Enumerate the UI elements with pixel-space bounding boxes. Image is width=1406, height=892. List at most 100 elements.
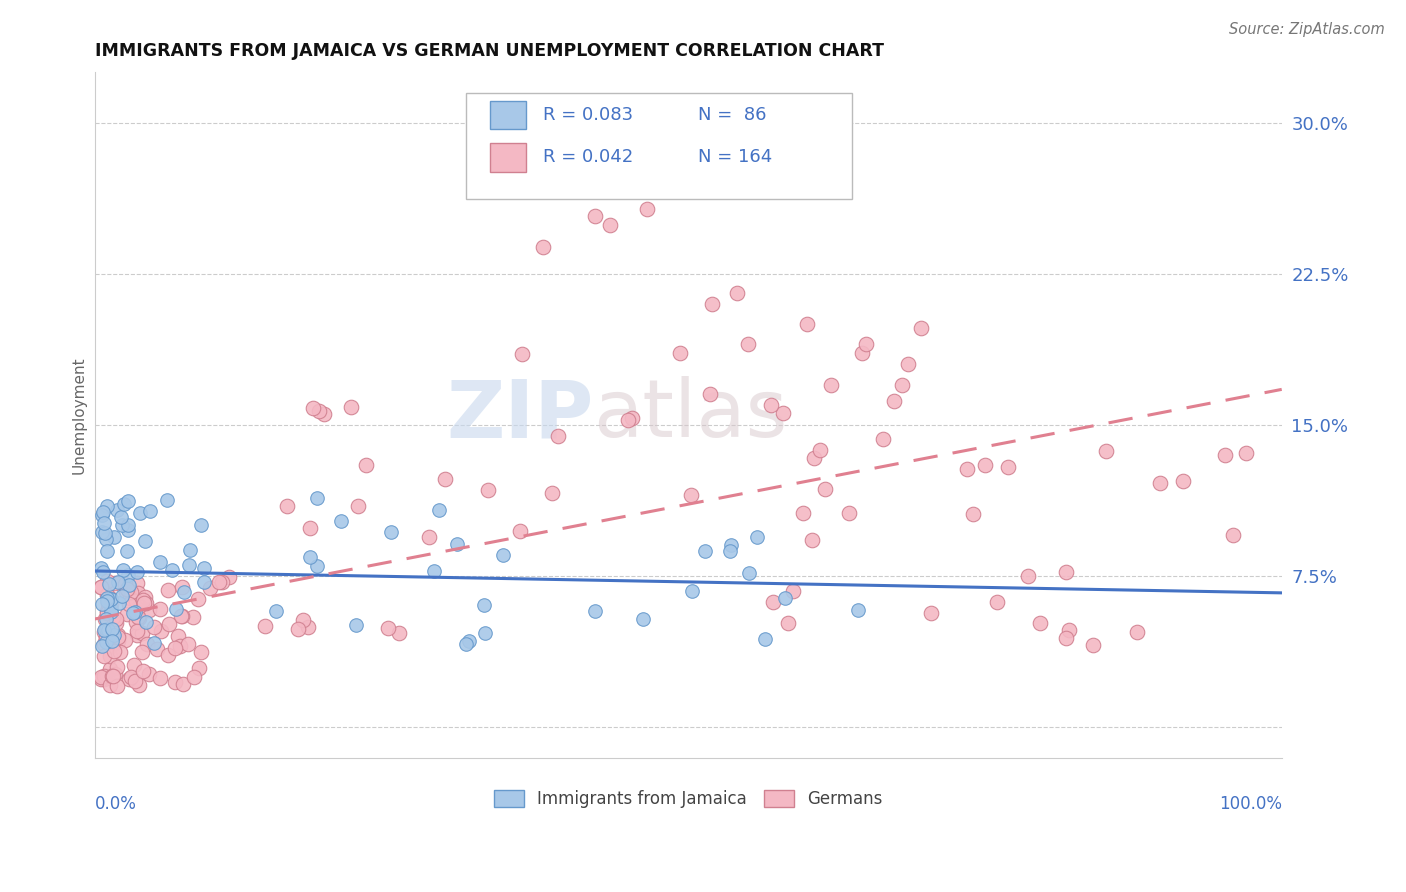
Point [128, 506, 150, 520]
Point [454, 637, 477, 651]
Point [377, 621, 399, 635]
Point [103, 628, 125, 642]
Point [107, 575, 129, 590]
Point [150, 624, 173, 639]
Point [547, 428, 569, 442]
Point [855, 337, 877, 351]
Point [890, 377, 912, 392]
Point [474, 598, 496, 612]
Point [699, 386, 721, 401]
Point [620, 410, 643, 425]
Point [135, 637, 157, 651]
Point [90, 597, 112, 611]
Point [98, 662, 121, 676]
Point [120, 670, 142, 684]
Text: R = 0.042: R = 0.042 [543, 148, 634, 167]
Point [121, 606, 143, 620]
Point [1234, 445, 1257, 459]
Point [974, 458, 997, 473]
Point [93, 516, 115, 530]
Point [434, 471, 457, 485]
Point [97, 597, 120, 611]
Point [124, 673, 146, 688]
Bar [489, 101, 526, 129]
Point [94, 622, 117, 636]
Point [118, 672, 141, 686]
Point [418, 530, 440, 544]
Point [93, 625, 115, 640]
Point [103, 529, 125, 543]
Point [1017, 568, 1039, 582]
Point [169, 639, 191, 653]
Point [165, 675, 187, 690]
Point [96, 635, 118, 649]
Point [94, 532, 117, 546]
Point [636, 202, 658, 216]
Point [125, 565, 148, 579]
Point [117, 607, 139, 621]
Point [962, 507, 984, 521]
Point [94, 611, 117, 625]
Point [93, 673, 115, 687]
Point [170, 580, 193, 594]
Point [737, 337, 759, 351]
Point [96, 606, 118, 620]
Point [305, 558, 328, 573]
Point [91, 505, 114, 519]
Point [98, 648, 121, 663]
Point [181, 609, 204, 624]
Point [156, 582, 179, 597]
Point [117, 494, 139, 508]
Point [96, 604, 118, 618]
Point [104, 575, 127, 590]
Point [142, 636, 165, 650]
Point [107, 596, 129, 610]
Text: N =  86: N = 86 [697, 106, 766, 124]
Point [100, 591, 122, 605]
Point [1057, 623, 1080, 637]
Point [808, 442, 831, 457]
Point [132, 592, 155, 607]
Point [132, 665, 155, 679]
Point [149, 602, 172, 616]
Point [97, 624, 120, 638]
Point [299, 550, 322, 565]
Point [135, 597, 157, 611]
Point [143, 619, 166, 633]
Point [117, 523, 139, 537]
Point [100, 602, 122, 616]
Point [305, 491, 328, 505]
Point [276, 499, 298, 513]
Point [872, 432, 894, 446]
Point [101, 634, 124, 648]
Y-axis label: Unemployment: Unemployment [72, 356, 86, 474]
Point [340, 400, 363, 414]
Point [90, 580, 112, 594]
Text: 100.0%: 100.0% [1219, 796, 1282, 814]
Point [91, 565, 114, 579]
FancyBboxPatch shape [467, 93, 852, 199]
Point [446, 537, 468, 551]
Point [115, 582, 138, 596]
Point [128, 611, 150, 625]
Legend: Immigrants from Jamaica, Germans: Immigrants from Jamaica, Germans [488, 783, 889, 814]
Point [297, 619, 319, 633]
Point [253, 619, 276, 633]
Point [1213, 448, 1236, 462]
Point [117, 518, 139, 533]
Point [193, 561, 215, 575]
Point [105, 660, 128, 674]
Point [1054, 631, 1077, 645]
Point [583, 604, 606, 618]
Point [540, 486, 562, 500]
Point [94, 612, 117, 626]
Point [681, 584, 703, 599]
Point [111, 517, 134, 532]
Point [125, 594, 148, 608]
Point [96, 543, 118, 558]
Point [422, 564, 444, 578]
Point [344, 618, 367, 632]
Point [997, 460, 1019, 475]
Point [429, 502, 451, 516]
Point [110, 509, 132, 524]
